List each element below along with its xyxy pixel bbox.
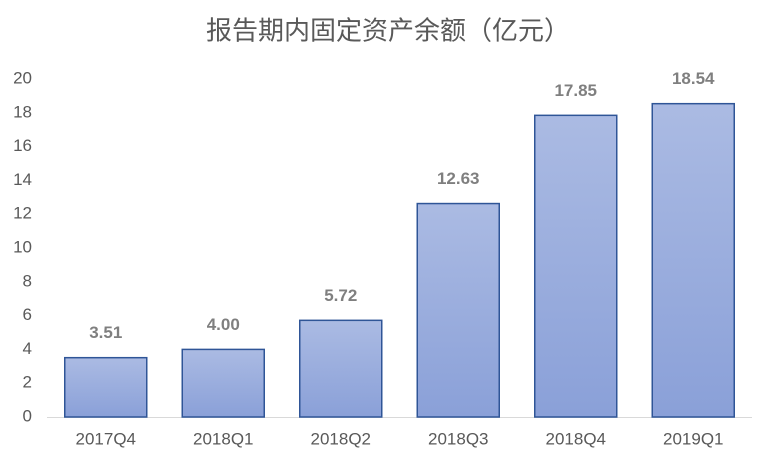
data-label: 18.54 (672, 69, 715, 88)
bar (299, 319, 383, 418)
bar (534, 114, 618, 418)
x-tick-label: 2017Q4 (76, 429, 137, 448)
y-tick-label: 2 (23, 373, 32, 392)
y-tick-label: 6 (23, 305, 32, 324)
chart-title: 报告期内固定资产余额（亿元） (206, 17, 570, 47)
x-tick-label: 2018Q4 (546, 429, 607, 448)
y-tick-label: 12 (13, 204, 32, 223)
data-label: 3.51 (89, 323, 122, 342)
x-tick-label: 2018Q3 (428, 429, 489, 448)
bar (651, 102, 735, 418)
y-tick-label: 14 (13, 170, 32, 189)
y-tick-label: 4 (23, 339, 32, 358)
data-label: 17.85 (554, 81, 597, 100)
x-tick-label: 2019Q1 (663, 429, 724, 448)
data-label: 12.63 (437, 169, 480, 188)
y-tick-label: 8 (23, 271, 32, 290)
bar (181, 348, 265, 418)
y-tick-label: 20 (13, 68, 32, 87)
x-tick-label: 2018Q2 (311, 429, 372, 448)
x-tick-label: 2018Q1 (193, 429, 254, 448)
y-tick-label: 0 (23, 406, 32, 425)
y-tick-label: 18 (13, 102, 32, 121)
data-label: 5.72 (324, 286, 357, 305)
y-tick-label: 10 (13, 237, 32, 256)
bar (416, 202, 500, 418)
y-tick-label: 16 (13, 136, 32, 155)
bar (64, 356, 148, 418)
data-label: 4.00 (207, 315, 240, 334)
